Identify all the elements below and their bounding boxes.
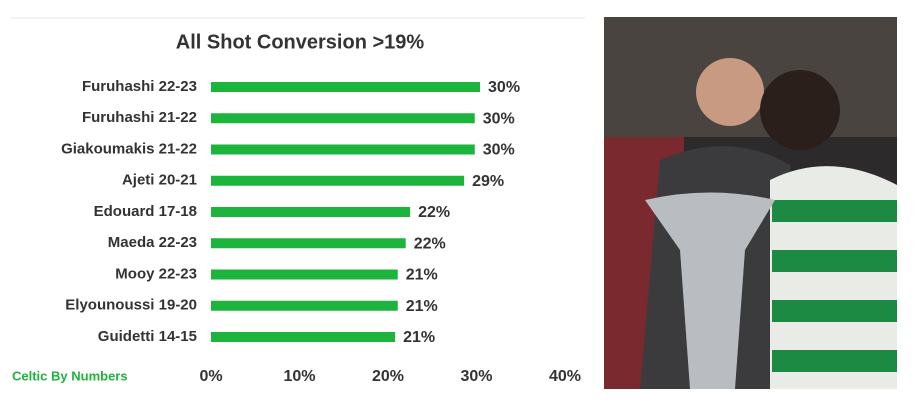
- photo-person: [760, 70, 840, 150]
- photo-shirt-stripe: [772, 200, 897, 222]
- chart-title: All Shot Conversion >19%: [176, 31, 425, 53]
- bar: [211, 175, 465, 186]
- y-tick-label: Guidetti 14-15: [98, 328, 197, 345]
- value-label: 30%: [488, 79, 520, 96]
- bar: [211, 238, 406, 249]
- y-tick-label: Furuhashi 22-23: [82, 78, 197, 95]
- bar: [211, 113, 475, 124]
- value-label: 29%: [472, 173, 504, 190]
- chart-background: [0, 0, 590, 403]
- bar: [211, 269, 398, 280]
- value-label: 22%: [418, 204, 450, 221]
- y-tick-label: Elyounoussi 19-20: [65, 297, 197, 314]
- value-label: 21%: [406, 298, 438, 315]
- bar: [211, 82, 481, 92]
- photo-trophy: [645, 192, 775, 389]
- value-label: 21%: [406, 267, 438, 284]
- value-label: 21%: [403, 329, 435, 346]
- y-tick-label: Edouard 17-18: [94, 203, 197, 220]
- bar: [211, 207, 411, 217]
- x-tick-label: 0%: [199, 368, 222, 385]
- photo: [604, 17, 897, 389]
- y-tick-label: Giakoumakis 21-22: [61, 140, 197, 157]
- y-tick-label: Ajeti 20-21: [122, 172, 197, 189]
- x-tick-label: 10%: [283, 368, 315, 385]
- bar: [211, 144, 475, 155]
- value-label: 30%: [483, 142, 515, 159]
- bar: [211, 300, 398, 311]
- x-tick-label: 30%: [460, 368, 492, 385]
- photo-shirt-stripe: [772, 300, 897, 322]
- y-tick-label: Furuhashi 21-22: [82, 109, 197, 126]
- y-tick-label: Maeda 22-23: [108, 234, 197, 251]
- x-tick-label: 20%: [372, 368, 404, 385]
- value-label: 22%: [414, 235, 446, 252]
- photo-shirt-stripe: [772, 250, 897, 272]
- bar: [211, 332, 396, 342]
- source-label: Celtic By Numbers: [12, 368, 128, 383]
- photo-shirt-stripe: [772, 350, 897, 372]
- y-tick-label: Mooy 22-23: [115, 265, 197, 282]
- value-label: 30%: [483, 110, 515, 127]
- x-tick-label: 40%: [549, 368, 581, 385]
- photo-person: [696, 58, 764, 126]
